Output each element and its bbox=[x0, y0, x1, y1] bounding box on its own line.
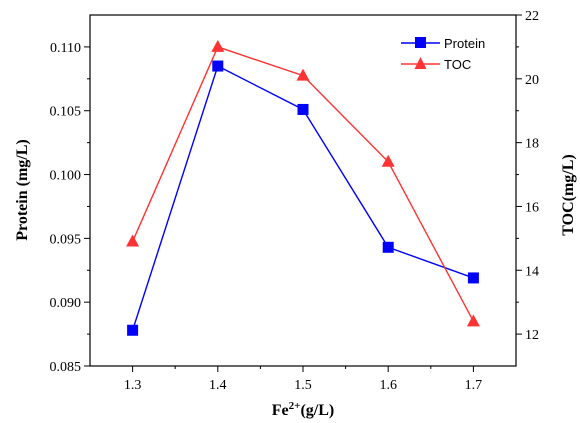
x-axis-title-sup: 2+ bbox=[289, 400, 301, 412]
protein-point bbox=[297, 103, 309, 115]
toc-series-line bbox=[131, 46, 475, 322]
ticks-layer: 1.3 1.4 1.5 1.6 1.7 0.085 0.090 0.095 0.100 0.105… bbox=[50, 9, 540, 393]
y-axis-left-title: Protein (mg/L) bbox=[14, 139, 31, 240]
y-left-tick-label: 0.095 bbox=[50, 232, 82, 247]
y-left-tick-label: 0.105 bbox=[50, 105, 82, 120]
y-axis-right-title: TOC(mg/L) bbox=[560, 154, 577, 235]
y-left-tick-label: 0.085 bbox=[50, 360, 82, 375]
y-right-tick-label: 16 bbox=[525, 200, 539, 215]
toc-point bbox=[211, 39, 225, 52]
toc-point bbox=[381, 154, 395, 167]
legend: Protein TOC bbox=[401, 36, 485, 72]
x-tick-label: 1.7 bbox=[465, 378, 483, 393]
x-tick-label: 1.6 bbox=[379, 378, 397, 393]
x-tick-label: 1.3 bbox=[124, 378, 142, 393]
y-left-tick-label: 0.100 bbox=[50, 169, 82, 184]
legend-toc-marker bbox=[414, 57, 427, 69]
protein-point bbox=[382, 241, 394, 253]
y-left-tick-label: 0.090 bbox=[50, 296, 82, 311]
x-tick-label: 1.4 bbox=[209, 378, 227, 393]
legend-toc-label: TOC bbox=[444, 57, 471, 72]
x-axis-title-rest: (g/L) bbox=[300, 402, 334, 419]
x-axis-title-base: Fe bbox=[272, 402, 289, 419]
protein-point bbox=[212, 60, 224, 72]
protein-point bbox=[467, 272, 479, 284]
legend-protein-marker bbox=[415, 37, 426, 48]
x-axis-title: Fe2+(g/L) bbox=[272, 400, 334, 419]
y-right-tick-label: 12 bbox=[525, 328, 539, 343]
y-right-tick-label: 14 bbox=[525, 264, 539, 279]
toc-point bbox=[296, 68, 310, 81]
toc-point bbox=[466, 314, 480, 327]
y-right-tick-label: 20 bbox=[525, 73, 539, 88]
y-right-tick-label: 22 bbox=[525, 9, 539, 24]
x-tick-label: 1.5 bbox=[294, 378, 312, 393]
y-left-tick-label: 0.110 bbox=[50, 41, 81, 56]
legend-protein-label: Protein bbox=[444, 36, 485, 51]
y-right-tick-label: 18 bbox=[525, 137, 539, 152]
protein-point bbox=[127, 324, 139, 336]
series-layer bbox=[126, 39, 480, 336]
toc-point bbox=[126, 234, 140, 247]
